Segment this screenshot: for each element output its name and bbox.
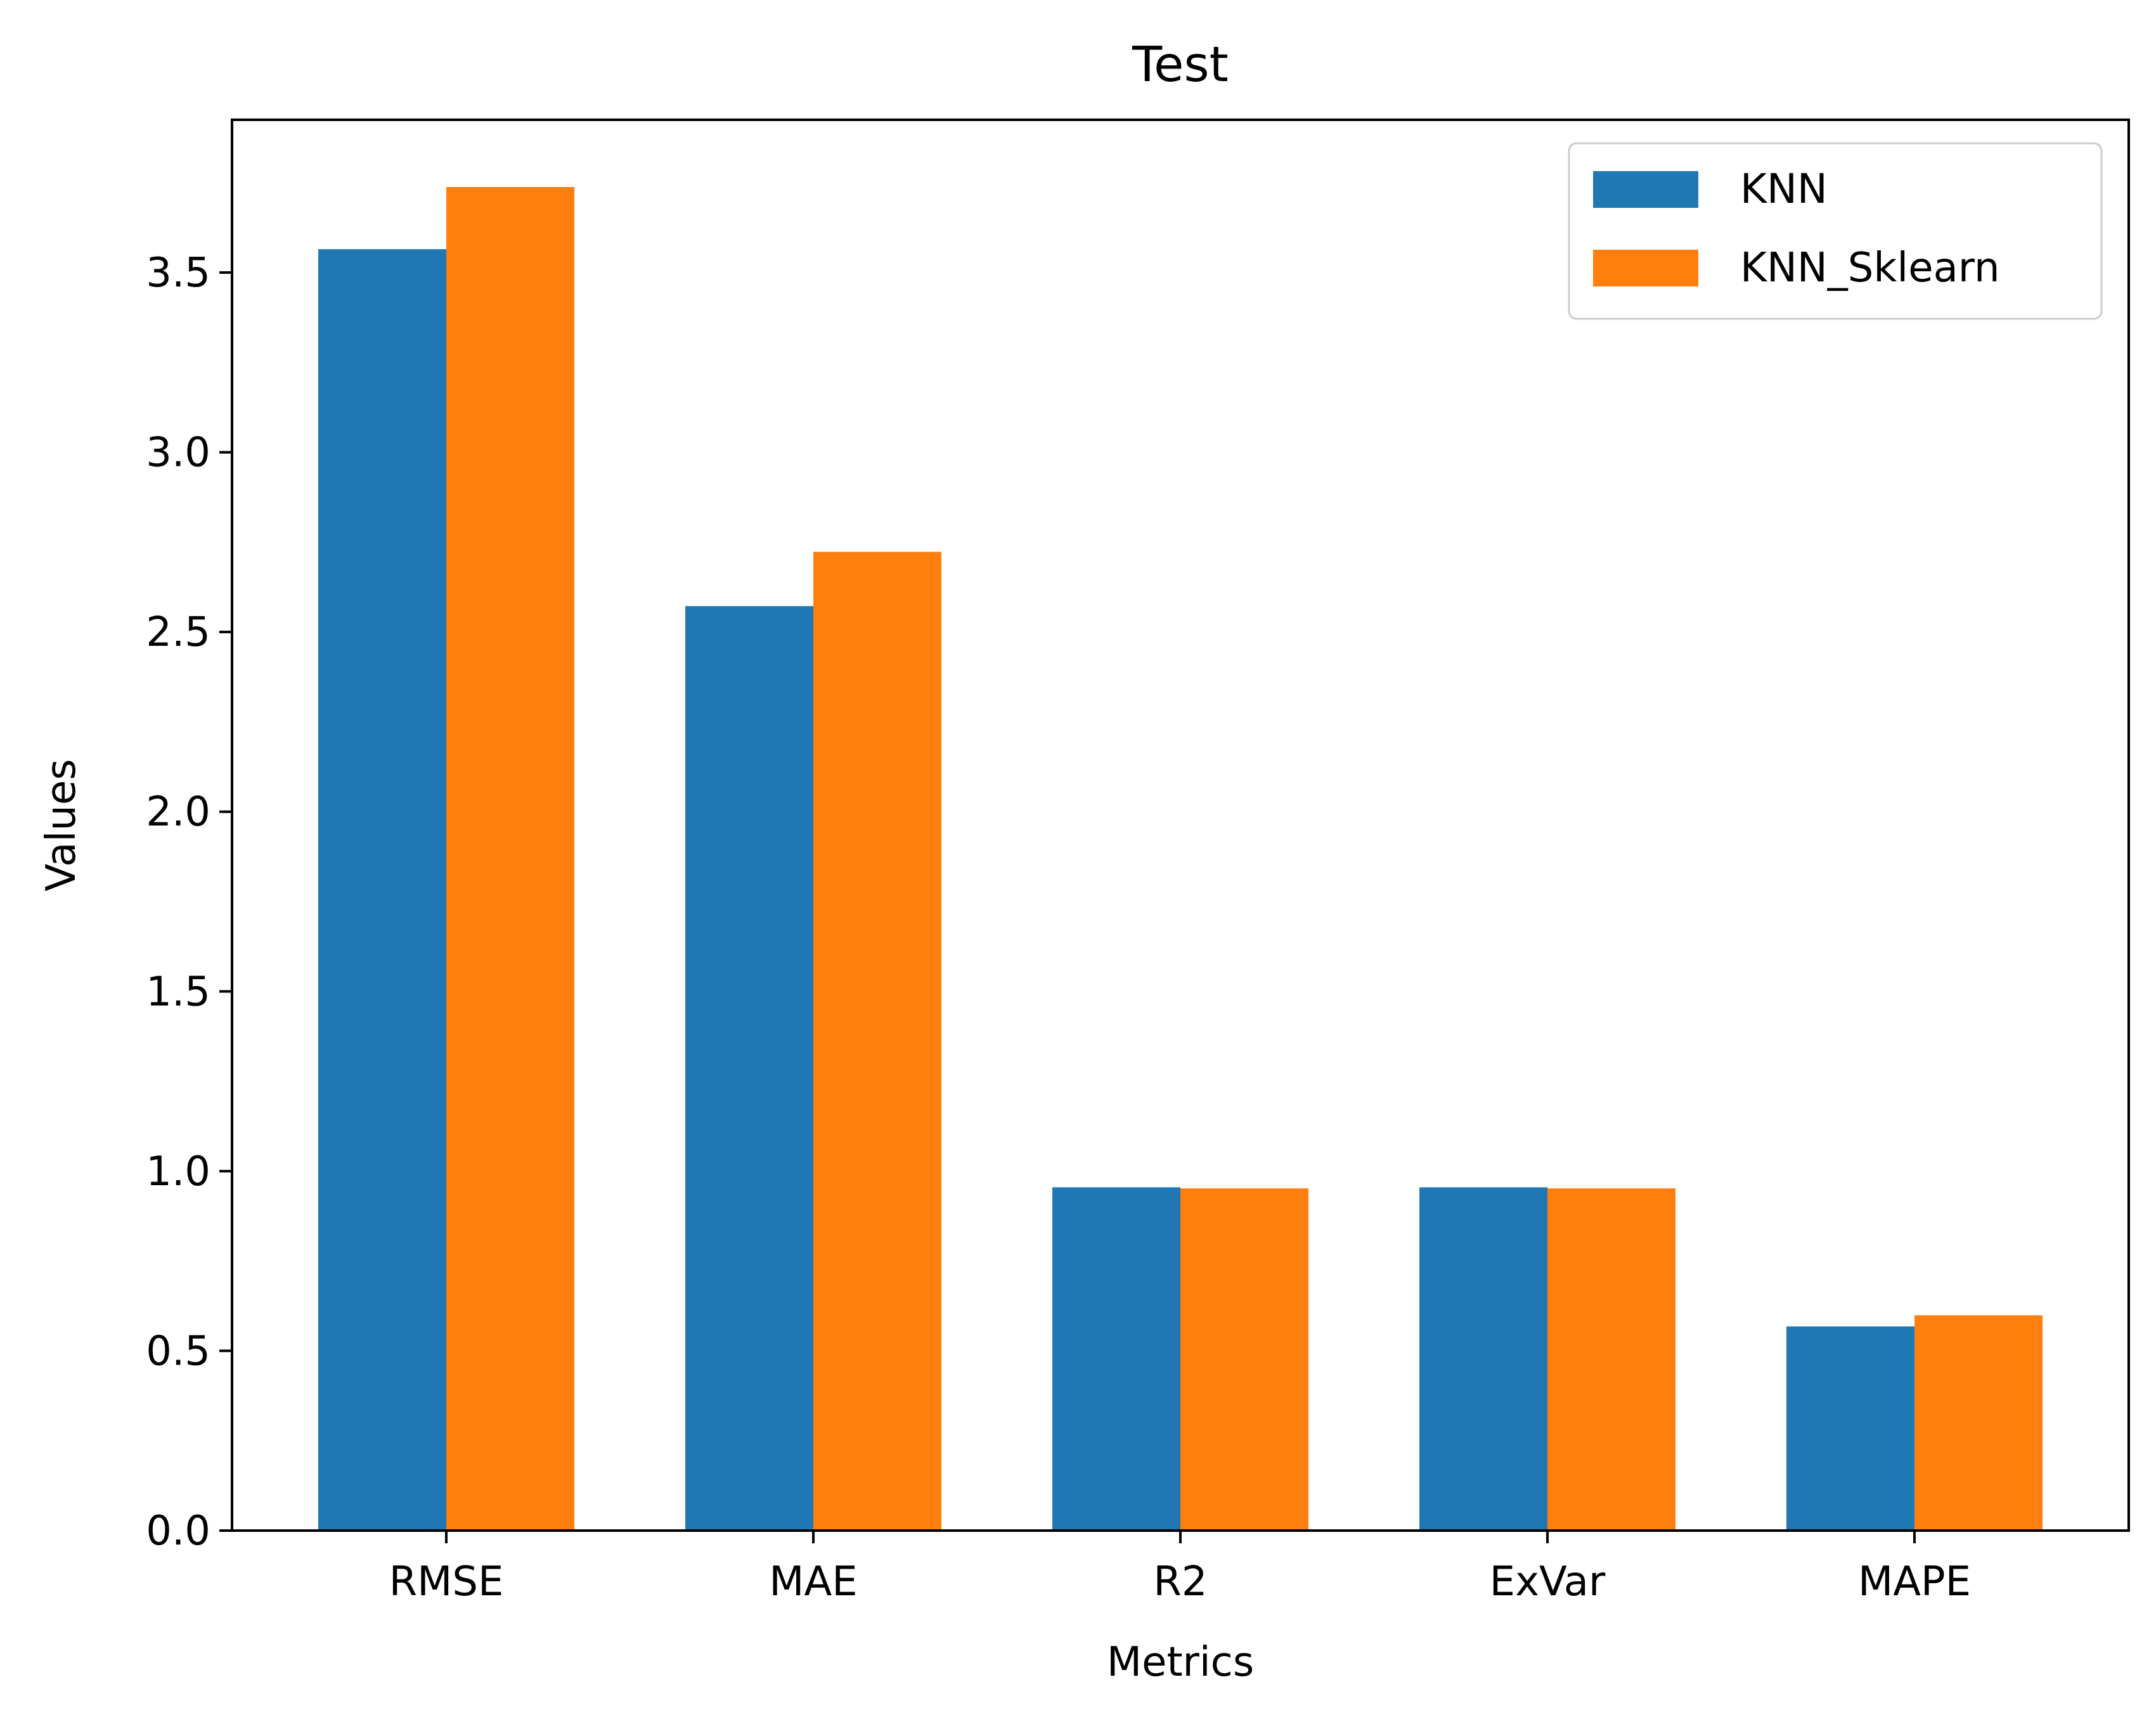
- y-axis-ticks: 0.0 0.5 1.0 1.5 2.0 2.5 3.0 3.5: [146, 250, 232, 1555]
- chart-title: Test: [1132, 37, 1229, 93]
- y-tick-label: 2.5: [146, 609, 210, 656]
- legend-label-knn: KNN: [1740, 166, 1828, 213]
- bar-knn-sklearn-mape: [1914, 1315, 2043, 1531]
- bar-knn-rmse: [318, 249, 446, 1531]
- y-axis-label: Values: [38, 759, 85, 891]
- x-tick-label-rmse: RMSE: [389, 1558, 504, 1605]
- y-tick-label: 0.5: [146, 1328, 210, 1375]
- bar-knn-mae: [685, 606, 813, 1531]
- y-tick-label: 1.5: [146, 968, 210, 1015]
- x-tick-label-r2: R2: [1153, 1558, 1207, 1605]
- y-tick-label: 1.0: [146, 1148, 210, 1195]
- x-tick-label-exvar: ExVar: [1490, 1558, 1606, 1605]
- plot-frame: [231, 119, 2130, 1532]
- bar-knn-exvar: [1419, 1187, 1547, 1531]
- bars-group: [318, 187, 2043, 1531]
- x-tick-label-mae: MAE: [769, 1558, 857, 1605]
- y-tick-label: 2.0: [146, 789, 210, 836]
- y-tick-label: 3.5: [146, 250, 210, 297]
- bar-knn-mape: [1786, 1326, 1914, 1531]
- bar-knn-sklearn-rmse: [446, 187, 574, 1531]
- legend-swatch-knn: [1593, 171, 1698, 208]
- legend-frame: [1568, 142, 2103, 320]
- x-axis-label: Metrics: [1107, 1639, 1254, 1686]
- bar-knn-r2: [1052, 1187, 1180, 1531]
- x-axis-ticks: RMSE MAE R2 ExVar MAPE: [389, 1531, 1971, 1605]
- bar-knn-sklearn-r2: [1180, 1188, 1308, 1531]
- legend: KNN KNN_Sklearn: [1568, 142, 2103, 320]
- y-tick-label: 3.0: [146, 430, 210, 477]
- bar-knn-sklearn-exvar: [1547, 1188, 1675, 1531]
- y-tick-label: 0.0: [146, 1508, 210, 1555]
- x-tick-label-mape: MAPE: [1858, 1558, 1971, 1605]
- legend-swatch-knn-sklearn: [1593, 250, 1698, 286]
- legend-label-knn-sklearn: KNN_Sklearn: [1740, 245, 2000, 292]
- bar-knn-sklearn-mae: [813, 551, 941, 1531]
